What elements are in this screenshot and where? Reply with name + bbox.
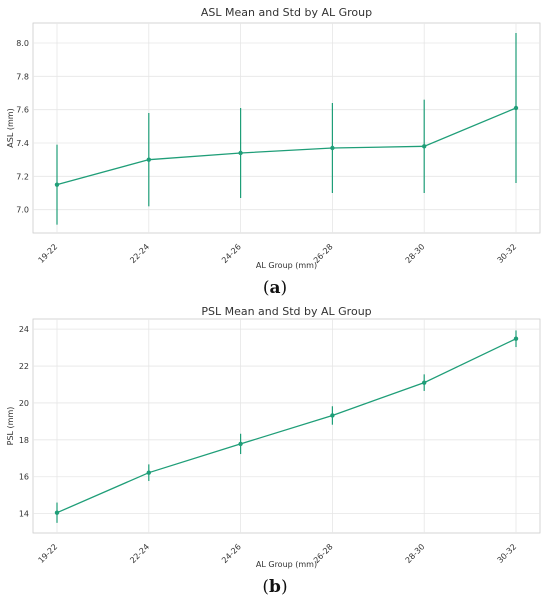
data-point	[146, 157, 151, 162]
x-tick-label: 28-30	[404, 542, 427, 565]
x-tick-label: 28-30	[404, 242, 427, 265]
y-tick-label: 7.4	[16, 139, 29, 148]
series-marks	[54, 330, 519, 523]
y-tick-label: 20	[19, 399, 29, 408]
x-tick-label: 30-32	[495, 542, 518, 565]
data-point	[146, 470, 151, 475]
y-tick-label: 24	[19, 325, 29, 334]
y-tick-label: 14	[19, 510, 29, 519]
data-point	[238, 150, 243, 156]
data-point	[422, 144, 427, 149]
data-point	[54, 182, 60, 187]
chart-asl: 7.07.27.47.67.88.0 19-22 22-24 24-26 26-28 2…	[6, 6, 541, 298]
x-tick-label: 19-22	[36, 242, 59, 265]
grid	[33, 319, 540, 533]
data-point	[513, 105, 519, 111]
data-point	[513, 336, 519, 341]
y-tick-label: 22	[19, 362, 29, 371]
data-point	[330, 145, 335, 151]
series-marks	[54, 33, 519, 225]
data-point	[330, 413, 335, 418]
y-axis: 14 16 18 20 22 24	[19, 325, 29, 518]
data-point	[54, 510, 60, 515]
plot-area	[32, 22, 541, 234]
y-tick-label: 7.6	[16, 106, 29, 115]
y-tick-label: 8.0	[16, 39, 29, 48]
y-tick-label: 7.2	[16, 172, 29, 181]
y-axis: 7.0 7.2 7.4 7.6 7.8 8.0	[16, 39, 29, 215]
x-tick-label: 24-26	[220, 242, 243, 265]
y-tick-label: 18	[19, 436, 29, 445]
y-tick-label: 16	[19, 473, 29, 482]
series-line	[56, 107, 517, 186]
chart-title: ASL Mean and Std by AL Group	[201, 6, 372, 19]
chart-title: PSL Mean and Std by AL Group	[201, 305, 371, 318]
data-point	[422, 380, 427, 385]
y-axis-label: ASL (mm)	[6, 108, 15, 147]
x-tick-label: 30-32	[495, 242, 518, 265]
x-tick-label: 22-24	[128, 542, 151, 565]
x-axis-label: AL Group (mm)	[256, 261, 317, 270]
grid	[33, 23, 540, 233]
data-point	[238, 441, 243, 447]
x-tick-label: 24-26	[220, 542, 243, 565]
x-axis-label: AL Group (mm)	[256, 560, 317, 569]
y-tick-label: 7.8	[16, 72, 29, 81]
panel-label: (a)	[263, 278, 287, 298]
panel-label: (b)	[262, 577, 287, 597]
series-line	[56, 338, 517, 514]
plot-area	[32, 318, 541, 534]
y-axis-label: PSL (mm)	[6, 407, 15, 446]
y-tick-label: 7.0	[16, 206, 29, 215]
x-tick-label: 19-22	[36, 542, 59, 565]
x-tick-label: 22-24	[128, 242, 151, 265]
